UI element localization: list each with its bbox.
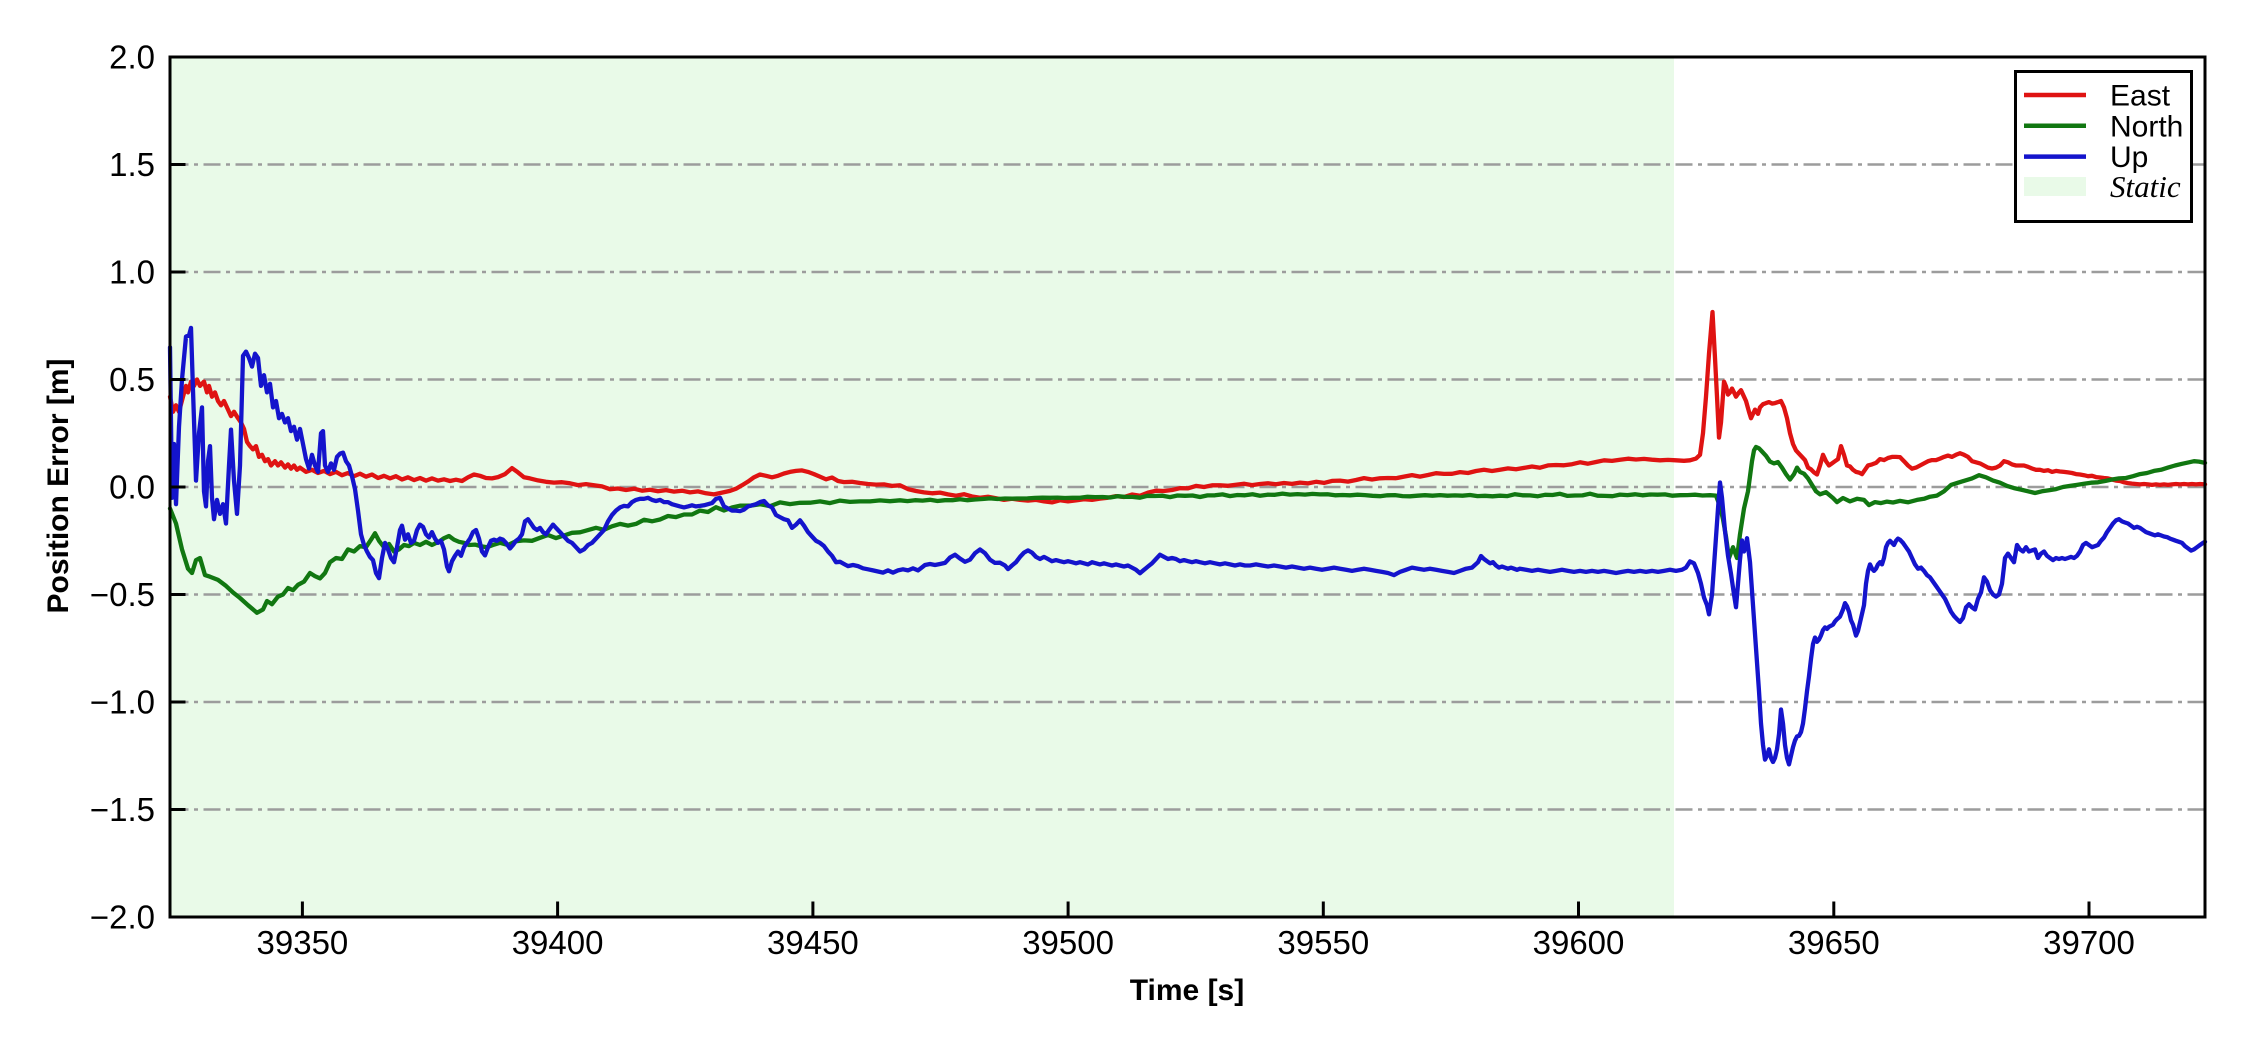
svg-text:Up: Up [2110, 141, 2148, 174]
svg-text:2.0: 2.0 [109, 39, 155, 76]
svg-text:39500: 39500 [1022, 924, 1114, 961]
svg-text:39450: 39450 [767, 924, 859, 961]
svg-text:39700: 39700 [2043, 924, 2135, 961]
svg-text:−1.5: −1.5 [90, 791, 155, 828]
svg-text:39550: 39550 [1277, 924, 1369, 961]
svg-text:1.5: 1.5 [109, 146, 155, 183]
svg-text:39400: 39400 [512, 924, 604, 961]
svg-text:Time [s]: Time [s] [1130, 974, 1244, 1007]
svg-text:1.0: 1.0 [109, 254, 155, 291]
svg-text:39650: 39650 [1788, 924, 1880, 961]
svg-text:East: East [2110, 80, 2171, 113]
svg-text:39350: 39350 [257, 924, 349, 961]
svg-text:North: North [2110, 110, 2183, 143]
svg-text:−0.5: −0.5 [90, 576, 155, 613]
svg-text:Position Error [m]: Position Error [m] [42, 358, 75, 613]
svg-text:39600: 39600 [1533, 924, 1625, 961]
svg-text:−1.0: −1.0 [90, 684, 155, 721]
svg-text:0.0: 0.0 [109, 469, 155, 506]
svg-text:−2.0: −2.0 [90, 899, 155, 936]
svg-text:0.5: 0.5 [109, 361, 155, 398]
svg-text:Static: Static [2110, 169, 2181, 204]
